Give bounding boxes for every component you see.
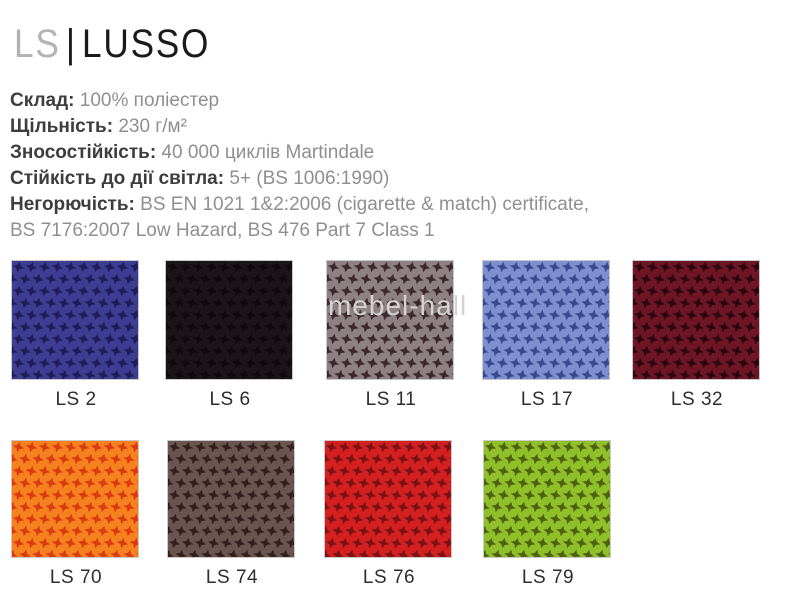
swatch-label: LS 2 (55, 389, 97, 410)
spec-value: BS 7176:2007 Low Hazard, BS 476 Part 7 C… (10, 220, 435, 241)
fabric-texture-image (324, 440, 452, 558)
fabric-swatch-ls-6: LS 6 (165, 260, 295, 411)
spec-value: 230 г/м² (118, 116, 187, 137)
fabric-swatch-ls-2: LS 2 (11, 260, 141, 411)
page-title: LS | LUSSO (14, 22, 210, 67)
spec-row-lightfastness: Стійкість до дії світла: 5+ (BS 1006:199… (10, 166, 589, 192)
fabric-swatch-ls-76: LS 76 (324, 440, 454, 589)
fabric-swatch-ls-79: LS 79 (483, 440, 613, 589)
spec-value: 40 000 циклів Martindale (161, 142, 375, 163)
fabric-texture-image (11, 440, 139, 558)
fabric-swatch-ls-32: LS 32 (632, 260, 762, 411)
fabric-texture-image (167, 440, 295, 558)
fabric-swatch-ls-17: LS 17 (482, 260, 612, 411)
spec-label: Негорючість: (10, 194, 135, 215)
spec-list: Склад: 100% поліестер Щільність: 230 г/м… (10, 88, 589, 244)
collection-code: LS (14, 22, 61, 66)
title-divider: | (65, 22, 77, 66)
spec-label: Склад: (10, 90, 75, 111)
spec-value: BS EN 1021 1&2:2006 (cigarette & match) … (140, 194, 589, 215)
spec-value: 100% поліестер (79, 90, 220, 111)
spec-value: 5+ (BS 1006:1990) (229, 168, 390, 189)
swatch-label: LS 79 (521, 567, 575, 588)
swatch-label: LS 6 (209, 389, 251, 410)
spec-row-composition: Склад: 100% поліестер (10, 88, 589, 114)
spec-label: Щільність: (10, 116, 114, 137)
swatch-label: LS 32 (670, 389, 724, 410)
fabric-texture-image (482, 260, 610, 380)
fabric-texture-image (165, 260, 293, 380)
swatch-label: LS 11 (365, 389, 417, 410)
swatch-label: LS 74 (205, 567, 259, 588)
fabric-swatch-ls-74: LS 74 (167, 440, 297, 589)
fabric-swatch-ls-11: LS 11 (326, 260, 456, 411)
fabric-texture-image (326, 260, 454, 380)
spec-label: Зносостійкість: (10, 142, 157, 163)
swatch-label: LS 70 (49, 567, 103, 588)
spec-row-flammability: Негорючість: BS EN 1021 1&2:2006 (cigare… (10, 192, 589, 218)
fabric-swatch-ls-70: LS 70 (11, 440, 141, 589)
spec-row-flammability-cont: BS 7176:2007 Low Hazard, BS 476 Part 7 C… (10, 218, 589, 244)
fabric-texture-image (11, 260, 139, 380)
spec-row-abrasion: Зносостійкість: 40 000 циклів Martindale (10, 140, 589, 166)
swatch-label: LS 76 (362, 567, 416, 588)
spec-label: Стійкість до дії світла: (10, 168, 225, 189)
swatch-label: LS 17 (520, 389, 574, 410)
fabric-texture-image (632, 260, 760, 380)
fabric-texture-image (483, 440, 611, 558)
spec-row-density: Щільність: 230 г/м² (10, 114, 589, 140)
collection-name: LUSSO (82, 22, 211, 66)
